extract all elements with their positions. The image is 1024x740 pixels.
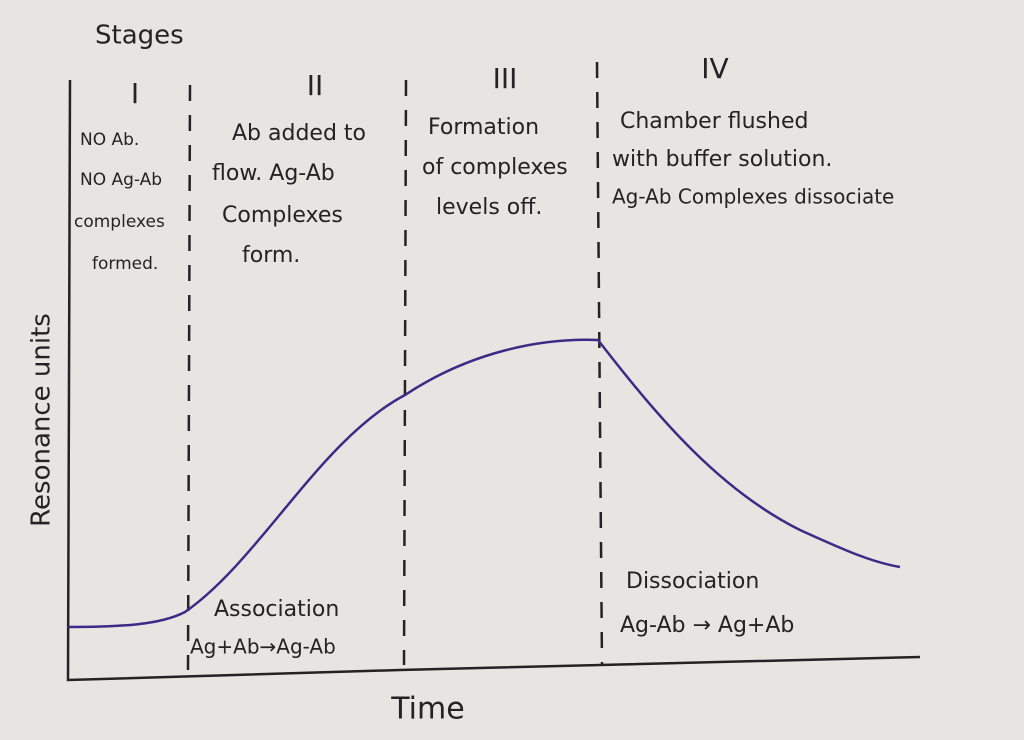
stage-divider <box>595 61 604 666</box>
description-line: form. <box>242 243 300 268</box>
stage-numeral: III <box>493 62 518 95</box>
title: Stages <box>95 21 184 51</box>
description-line: formed. <box>92 254 158 274</box>
description-line: Formation <box>428 115 539 140</box>
annotation-equation: Ag+Ab→Ag-Ab <box>190 635 336 659</box>
description-line: Complexes <box>222 203 343 228</box>
stage-numeral: I <box>131 77 139 110</box>
description-line: flow. Ag-Ab <box>212 161 335 186</box>
description-line: of complexes <box>422 155 568 180</box>
stage-divider <box>402 79 408 666</box>
annotation-label: Association <box>214 597 339 622</box>
annotation-equation: Ag-Ab → Ag+Ab <box>620 613 794 638</box>
description-line: NO Ag-Ab <box>80 170 162 190</box>
description-line: levels off. <box>436 195 542 220</box>
stage-description: NO Ab. NO Ag-Ab complexes formed. <box>74 130 165 274</box>
stage-description: Formation of complexes levels off. <box>422 115 568 220</box>
description-line: Chamber flushed <box>620 109 808 134</box>
y-axis-label: Resonance units <box>27 313 57 527</box>
axes <box>66 79 921 682</box>
stage-description: Chamber flushed with buffer solution. Ag… <box>612 109 894 209</box>
stage-divider <box>186 84 192 671</box>
stage-numeral: II <box>307 69 324 102</box>
description-line: complexes <box>74 212 165 232</box>
annotation-label: Dissociation <box>626 569 759 594</box>
description-line: Ab added to <box>232 121 366 146</box>
response-curve <box>67 338 901 629</box>
description-line: Ag-Ab Complexes dissociate <box>612 185 894 209</box>
stage-numeral: IV <box>701 52 728 85</box>
stage-description: Ab added to flow. Ag-Ab Complexes form. <box>212 121 366 268</box>
description-line: with buffer solution. <box>612 147 832 172</box>
description-line: NO Ab. <box>80 130 139 150</box>
x-axis-label: Time <box>390 692 464 727</box>
